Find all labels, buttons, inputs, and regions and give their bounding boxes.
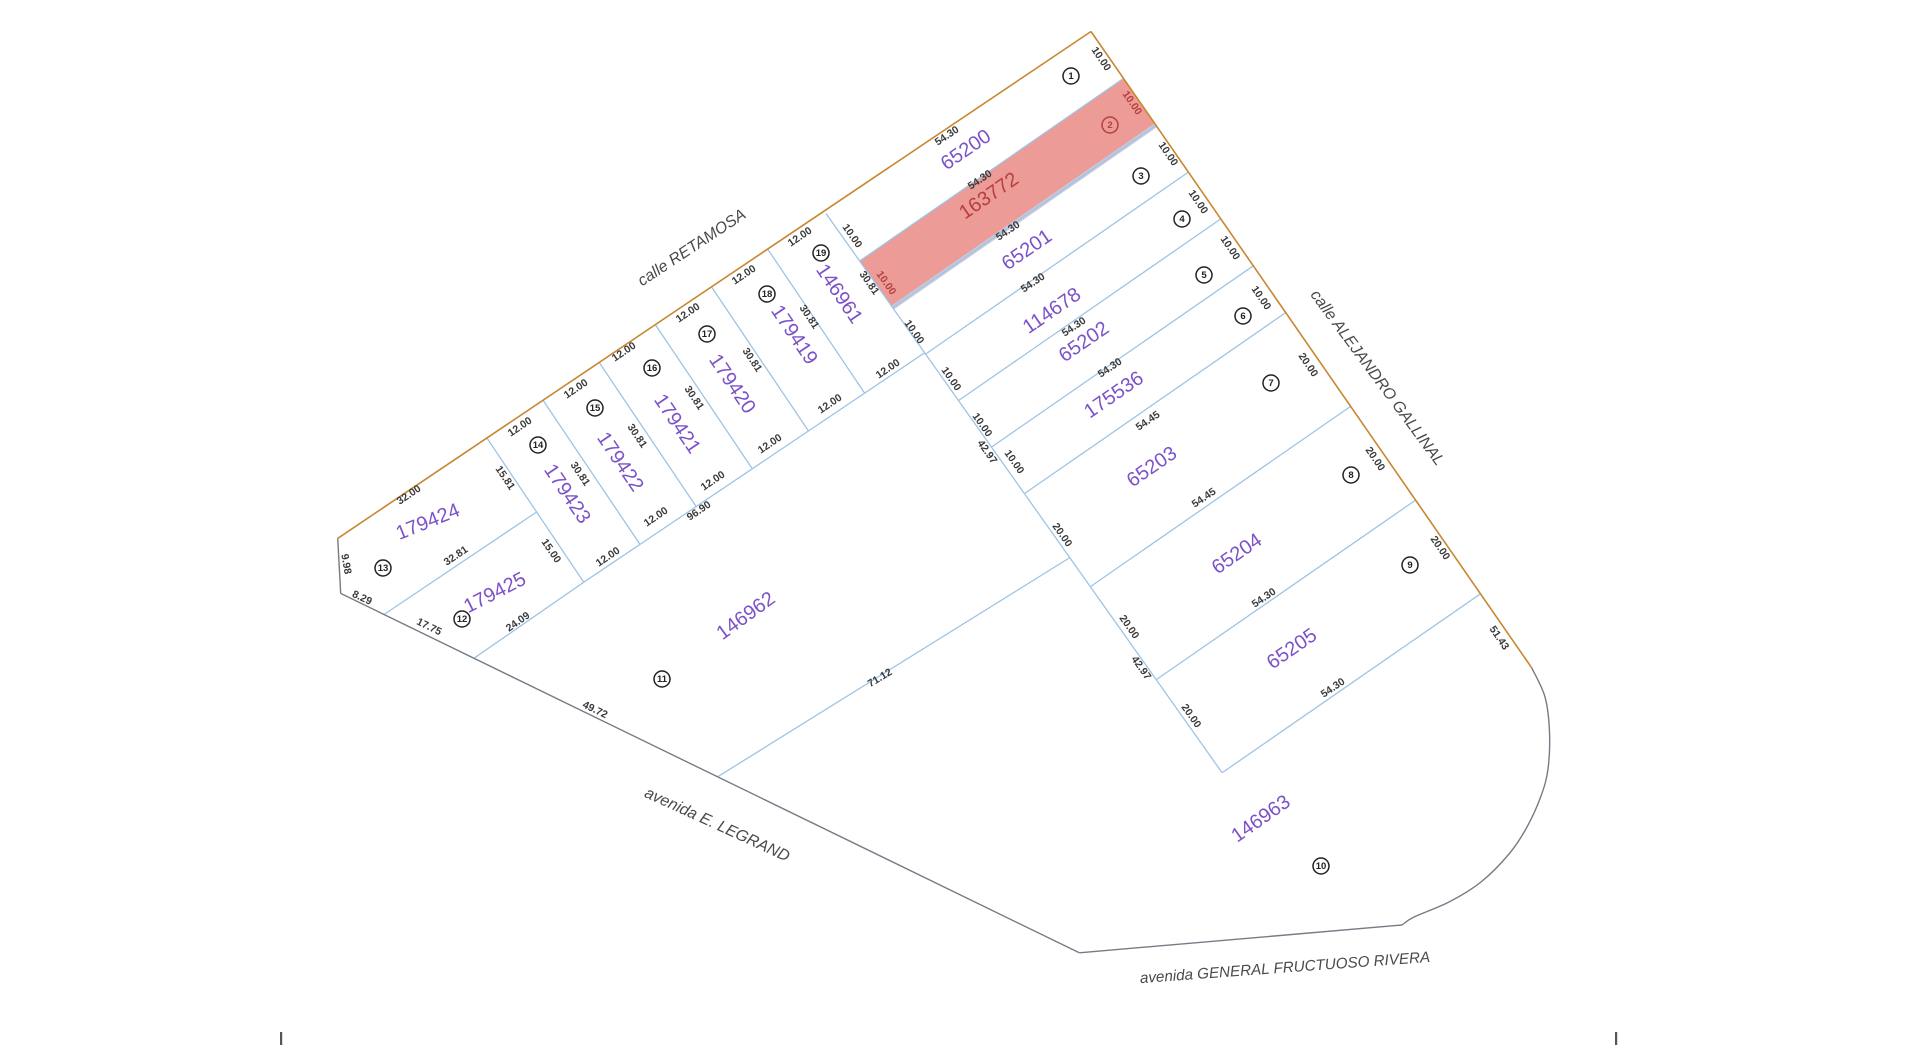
svg-text:11: 11 — [657, 674, 668, 685]
svg-text:9.98: 9.98 — [338, 553, 353, 575]
svg-text:14: 14 — [533, 440, 544, 451]
svg-text:8: 8 — [1348, 470, 1353, 481]
svg-text:13: 13 — [378, 563, 389, 574]
svg-text:16: 16 — [647, 363, 658, 374]
svg-text:4: 4 — [1179, 214, 1185, 225]
svg-text:3: 3 — [1138, 171, 1143, 182]
svg-text:5: 5 — [1201, 270, 1207, 281]
svg-text:19: 19 — [816, 248, 827, 259]
svg-text:1: 1 — [1068, 71, 1074, 82]
svg-text:15: 15 — [590, 403, 601, 414]
svg-text:6: 6 — [1240, 311, 1245, 322]
svg-text:10: 10 — [1316, 861, 1327, 872]
svg-text:12: 12 — [457, 614, 468, 625]
svg-text:18: 18 — [762, 289, 773, 300]
svg-text:7: 7 — [1268, 378, 1273, 389]
svg-text:17: 17 — [702, 329, 713, 340]
svg-text:9: 9 — [1407, 560, 1412, 571]
svg-text:2: 2 — [1107, 120, 1112, 131]
